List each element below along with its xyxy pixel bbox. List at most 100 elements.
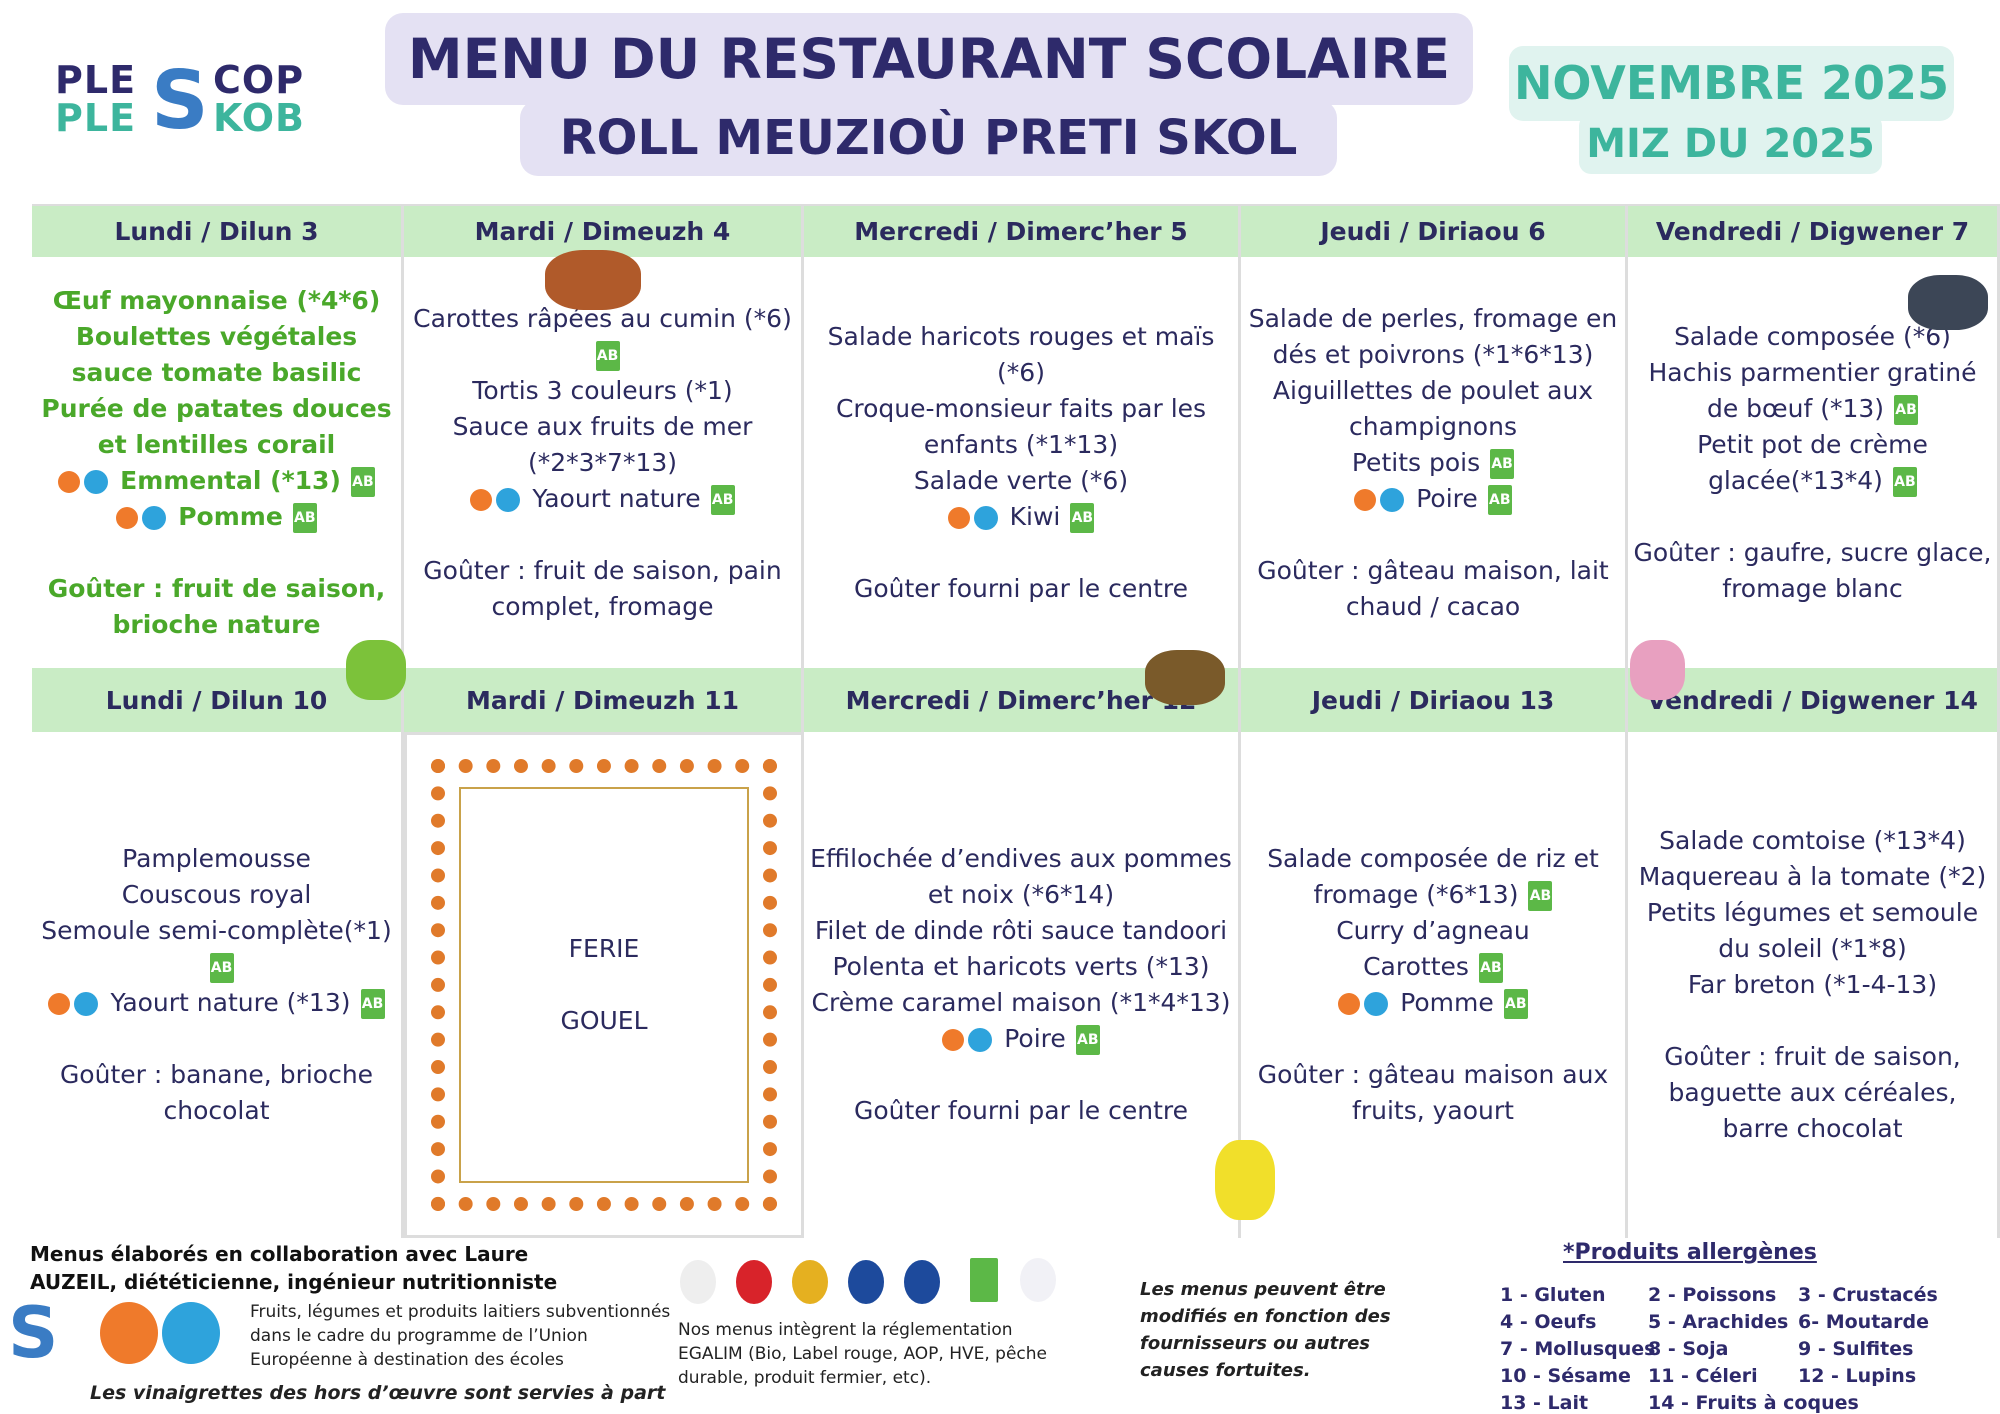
day-menu: Salade haricots rouges et maïs (*6) Croqu… <box>804 257 1241 668</box>
menu-item: Curry d’agneau <box>1336 913 1530 949</box>
organic-ab-icon: AB <box>1070 502 1095 533</box>
organic-ab-icon: AB <box>292 502 317 533</box>
menu-item: Goûter : fruit de saison, brioche nature <box>36 571 397 643</box>
menu-item-text: Petit pot de crème glacée(*13*4) <box>1697 429 1928 495</box>
day-header: Mercredi / Dimerc’her 5 <box>804 206 1241 257</box>
allergen-item: 12 - Lupins <box>1798 1365 1917 1387</box>
menu-item: Sauce aux fruits de mer (*2*3*7*13) <box>408 409 797 481</box>
menu-item-text: Tortis 3 couleurs (*1) <box>472 375 733 405</box>
menu-item-text: Maquereau à la tomate (*2) <box>1638 862 1987 891</box>
menu-item-text: Croque-monsieur faits par les enfants (*… <box>835 393 1207 459</box>
organic-ab-icon: AB <box>350 466 375 497</box>
day-header: Mardi / Dimeuzh 11 <box>404 668 804 732</box>
organic-ab-icon: AB <box>1487 484 1512 515</box>
allergen-item: 10 - Sésame <box>1500 1365 1631 1387</box>
carrots-image <box>545 250 641 310</box>
menu-item-text: Sauce aux fruits de mer (*2*3*7*13) <box>452 411 753 477</box>
page-title: MENU DU RESTAURANT SCOLAIRE <box>385 13 1473 105</box>
menu-item: Petits légumes et semoule du soleil (*1*… <box>1632 895 1993 967</box>
menu-item: Œuf mayonnaise (*4*6) <box>53 283 381 319</box>
menu-item-text: Carottes <box>1363 952 1469 981</box>
footer: Menus élaborés en collaboration avec Lau… <box>8 1240 2000 1414</box>
lait-ecole-icon <box>142 505 167 530</box>
lait-ecole-icon <box>968 1028 993 1052</box>
menu-item-text: Boulettes végétales sauce tomate basilic <box>71 321 362 387</box>
lait-ecole-icon <box>1364 992 1389 1016</box>
day-header: Vendredi / Digwener 14 <box>1628 668 2000 732</box>
organic-ab-icon: AB <box>1503 989 1528 1019</box>
day-header: Mardi / Dimeuzh 4 <box>404 206 804 257</box>
menu-item-text: Goûter : banane, brioche chocolat <box>59 1060 374 1125</box>
allergen-item: 13 - Lait <box>1500 1392 1589 1414</box>
organic-ab-icon: AB <box>360 989 385 1019</box>
kiwi-image <box>1145 650 1225 705</box>
menu-item: Petit pot de crème glacée(*13*4) AB <box>1632 427 1993 499</box>
menu-item: Pamplemousse <box>122 841 311 877</box>
salad-bowl-image <box>1908 275 1988 330</box>
menu-item-text: Petits pois <box>1351 447 1481 477</box>
menu-item-text: FERIE <box>568 934 640 963</box>
day-menu: Carottes râpées au cumin (*6)AB Tortis 3 … <box>404 257 804 668</box>
menu-item-text: Salade composée (*6) <box>1674 321 1951 351</box>
menu-item: Far breton (*1-4-13) <box>1688 967 1937 1003</box>
lait-ecole-icon <box>496 487 521 512</box>
day-header: Mercredi / Dimerc’her 12 <box>804 668 1241 732</box>
autumn-leaves-frame <box>431 759 777 1211</box>
day-menu: Salade composée (*6) Hachis parmentier gr… <box>1628 257 2000 668</box>
lait-ecole-logo <box>162 1302 220 1364</box>
fruits-legumes-ecole-icon <box>48 993 71 1015</box>
day-header: Lundi / Dilun 3 <box>32 206 404 257</box>
menu-item-text: Aiguillettes de poulet aux champignons <box>1272 375 1594 441</box>
menu-item-text: Effilochée d’endives aux pommes et noix … <box>810 844 1232 909</box>
fruits-legumes-ecole-icon <box>1354 488 1377 511</box>
menu-item-text: Goûter fourni par le centre <box>853 573 1188 603</box>
menu-item-text: Kiwi <box>1009 501 1061 531</box>
menu-item-text: Yaourt nature (*13) <box>110 988 351 1017</box>
menu-item: Semoule semi-complète(*1) AB <box>36 913 397 985</box>
organic-ab-icon: AB <box>1528 881 1553 911</box>
page-title-breton: ROLL MEUZIOÙ PRETI SKOL <box>520 100 1337 176</box>
fruits-legumes-ecole-icon <box>942 1029 965 1051</box>
menu-item-text: Salade comtoise (*13*4) <box>1659 826 1966 855</box>
menu-item-text: Goûter : fruit de saison, brioche nature <box>47 573 386 639</box>
menu-item: Salade composée (*6) <box>1674 319 1951 355</box>
day-menu: Salade composée de riz et fromage (*6*13… <box>1241 732 1628 1238</box>
menu-item: Croque-monsieur faits par les enfants (*… <box>808 391 1234 463</box>
organic-ab-icon: AB <box>209 953 234 983</box>
allergen-item: 5 - Arachides <box>1648 1311 1789 1333</box>
menu-item: Yaourt nature (*13) AB <box>48 985 385 1021</box>
menu-item-text: Couscous royal <box>121 880 312 909</box>
menu-item-text: Hachis parmentier gratiné de bœuf (*13) <box>1648 357 1977 423</box>
menu-item-text: Petits légumes et semoule du soleil (*1*… <box>1646 898 1979 963</box>
menu-item: Pomme AB <box>1338 985 1528 1021</box>
day-menu: Œuf mayonnaise (*4*6) Boulettes végétales… <box>32 257 404 668</box>
menu-item: Petits pois AB <box>1351 445 1515 481</box>
allergen-item: 7 - Mollusques <box>1500 1338 1656 1360</box>
menu-item-text: Emmental (*13) <box>120 465 341 495</box>
menu-item-text: Polenta et haricots verts (*13) <box>832 952 1210 981</box>
lait-ecole-icon <box>973 505 998 530</box>
day-header: Jeudi / Diriaou 6 <box>1241 206 1628 257</box>
allergen-item: 2 - Poissons <box>1648 1284 1777 1306</box>
menu-item: Goûter : gaufre, sucre glace, fromage bl… <box>1632 535 1993 607</box>
allergen-item: 8 - Soja <box>1648 1338 1729 1360</box>
menu-item: Goûter : fruit de saison, pain complet, … <box>408 553 797 625</box>
organic-ab-icon: AB <box>1478 953 1503 983</box>
menu-item: Couscous royal <box>122 877 312 913</box>
egalim-note: Nos menus intègrent la réglementation EG… <box>678 1320 1048 1388</box>
day-header: Lundi / Dilun 10 <box>32 668 404 732</box>
menu-item-text: Goûter : fruit de saison, pain complet, … <box>423 555 782 621</box>
menu-item: Goûter : fruit de saison, baguette aux c… <box>1632 1039 1993 1147</box>
menu-item: Goûter fourni par le centre <box>854 1093 1188 1129</box>
fruits-legumes-ecole-icon <box>470 488 493 511</box>
lait-ecole-icon <box>1380 487 1405 512</box>
menu-item: Carottes AB <box>1363 949 1503 985</box>
menu-item-text: Poire <box>1004 1024 1066 1053</box>
holiday-cell: FERIE GOUEL <box>404 732 804 1238</box>
allergens-title: *Produits allergènes <box>1563 1240 1817 1265</box>
plescop-logo: PLE PLE S COP KOB <box>55 54 306 147</box>
menu-item-text: Salade verte (*6) <box>913 465 1129 495</box>
menu-item: Kiwi AB <box>947 499 1095 535</box>
menu-item: FERIE <box>569 931 640 967</box>
fruits-legumes-ecole-icon <box>116 506 139 529</box>
